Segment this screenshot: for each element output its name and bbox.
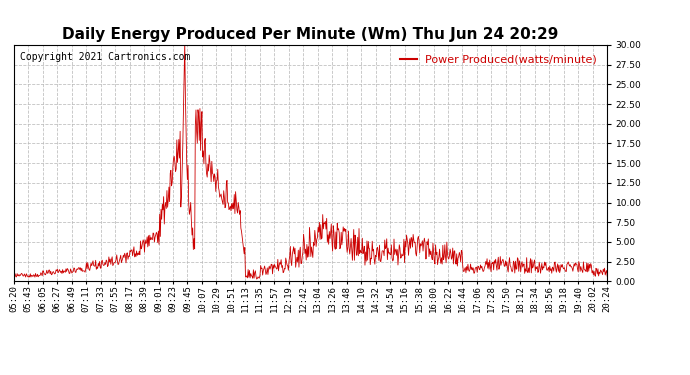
Text: Copyright 2021 Cartronics.com: Copyright 2021 Cartronics.com xyxy=(20,52,190,62)
Legend: Power Produced(watts/minute): Power Produced(watts/minute) xyxy=(395,51,602,69)
Title: Daily Energy Produced Per Minute (Wm) Thu Jun 24 20:29: Daily Energy Produced Per Minute (Wm) Th… xyxy=(62,27,559,42)
